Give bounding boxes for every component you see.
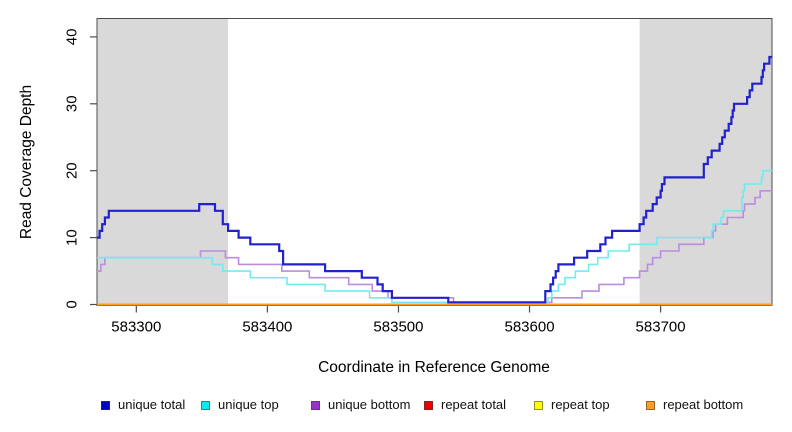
legend-item-repeat-top: repeat top xyxy=(534,396,610,414)
repeat-region-shade xyxy=(639,18,772,304)
y-tick-label: 10 xyxy=(64,229,81,246)
legend-swatch-icon xyxy=(311,400,320,410)
legend: unique total unique top unique bottom repea… xyxy=(0,396,792,418)
legend-swatch-icon xyxy=(201,400,210,410)
series-line-unique-top xyxy=(97,169,772,304)
y-tick-label: 0 xyxy=(64,300,81,308)
series-line-unique-total xyxy=(97,55,772,304)
legend-item-unique-bottom: unique bottom xyxy=(311,396,410,414)
legend-label: unique bottom xyxy=(328,397,411,412)
x-tick-label: 583400 xyxy=(242,319,292,336)
axis-ticks-and-labels: 583300 583400 583500 583600 583700 0 10 20 30 40 xyxy=(64,29,686,336)
x-tick-label: 583300 xyxy=(111,319,161,336)
legend-item-unique-total: unique total xyxy=(101,396,185,414)
x-tick-label: 583500 xyxy=(373,319,423,336)
y-axis-title: Read Coverage Depth xyxy=(18,85,35,239)
x-axis-title: Coordinate in Reference Genome xyxy=(318,359,550,376)
legend-label: repeat bottom xyxy=(663,397,744,412)
legend-label: repeat top xyxy=(551,397,610,412)
legend-label: unique total xyxy=(118,397,186,412)
x-tick-label: 583700 xyxy=(636,319,686,336)
y-tick-label: 20 xyxy=(64,162,81,179)
legend-swatch-icon xyxy=(424,400,433,410)
series-line-unique-bottom xyxy=(97,190,772,304)
legend-swatch-icon xyxy=(646,400,655,410)
y-tick-label: 40 xyxy=(64,29,81,46)
shaded-repeat-regions xyxy=(97,18,772,304)
legend-label: unique top xyxy=(218,397,279,412)
coverage-series-lines xyxy=(97,55,772,306)
legend-swatch-icon xyxy=(534,400,543,410)
repeat-region-shade xyxy=(97,18,229,304)
legend-item-repeat-total: repeat total xyxy=(424,396,506,414)
x-tick-label: 583600 xyxy=(504,319,554,336)
legend-label: repeat total xyxy=(441,397,507,412)
legend-item-repeat-bottom: repeat bottom xyxy=(646,396,743,414)
legend-item-unique-top: unique top xyxy=(201,396,279,414)
y-tick-label: 30 xyxy=(64,95,81,112)
legend-swatch-icon xyxy=(101,400,110,410)
